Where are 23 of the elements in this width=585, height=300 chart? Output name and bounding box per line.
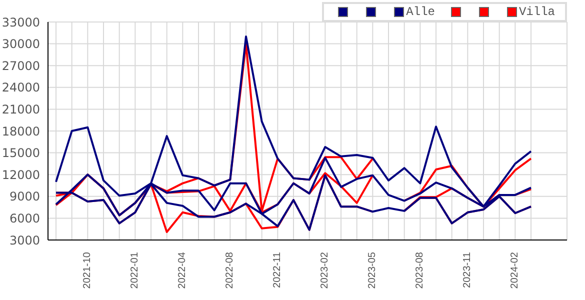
y-tick-label: 24000: [2, 80, 40, 95]
x-tick-label: 2022-08: [224, 252, 236, 289]
y-tick-label: 21000: [2, 102, 40, 116]
x-tick-label: 2022-04: [177, 252, 188, 289]
x-tick-label: 2022-11: [272, 252, 284, 288]
y-tick-label: 33000: [2, 15, 40, 30]
x-tick-label: 2021-10: [82, 252, 94, 289]
x-tick-label: 2022-01: [130, 252, 141, 289]
y-tick-label: 27000: [2, 58, 40, 73]
x-tick-label: 2023-05: [367, 252, 378, 289]
y-tick-label: 18000: [2, 124, 40, 138]
y-tick-label: 3000: [9, 233, 40, 248]
y-tick-label: 6000: [9, 211, 40, 226]
x-tick-label: 2023-02: [320, 252, 331, 289]
legend-label: Alle: [406, 5, 435, 19]
x-tick-label: 2024-02: [510, 252, 521, 289]
y-tick-label: 30000: [2, 37, 40, 52]
y-tick-label: 12000: [2, 168, 40, 182]
x-tick-label: 2023-08: [414, 252, 426, 289]
y-tick-label: 15000: [2, 146, 40, 160]
legend-label: Villa: [518, 5, 555, 19]
x-tick-label: 2023-11: [462, 252, 474, 288]
y-tick-label: 9000: [9, 190, 40, 204]
